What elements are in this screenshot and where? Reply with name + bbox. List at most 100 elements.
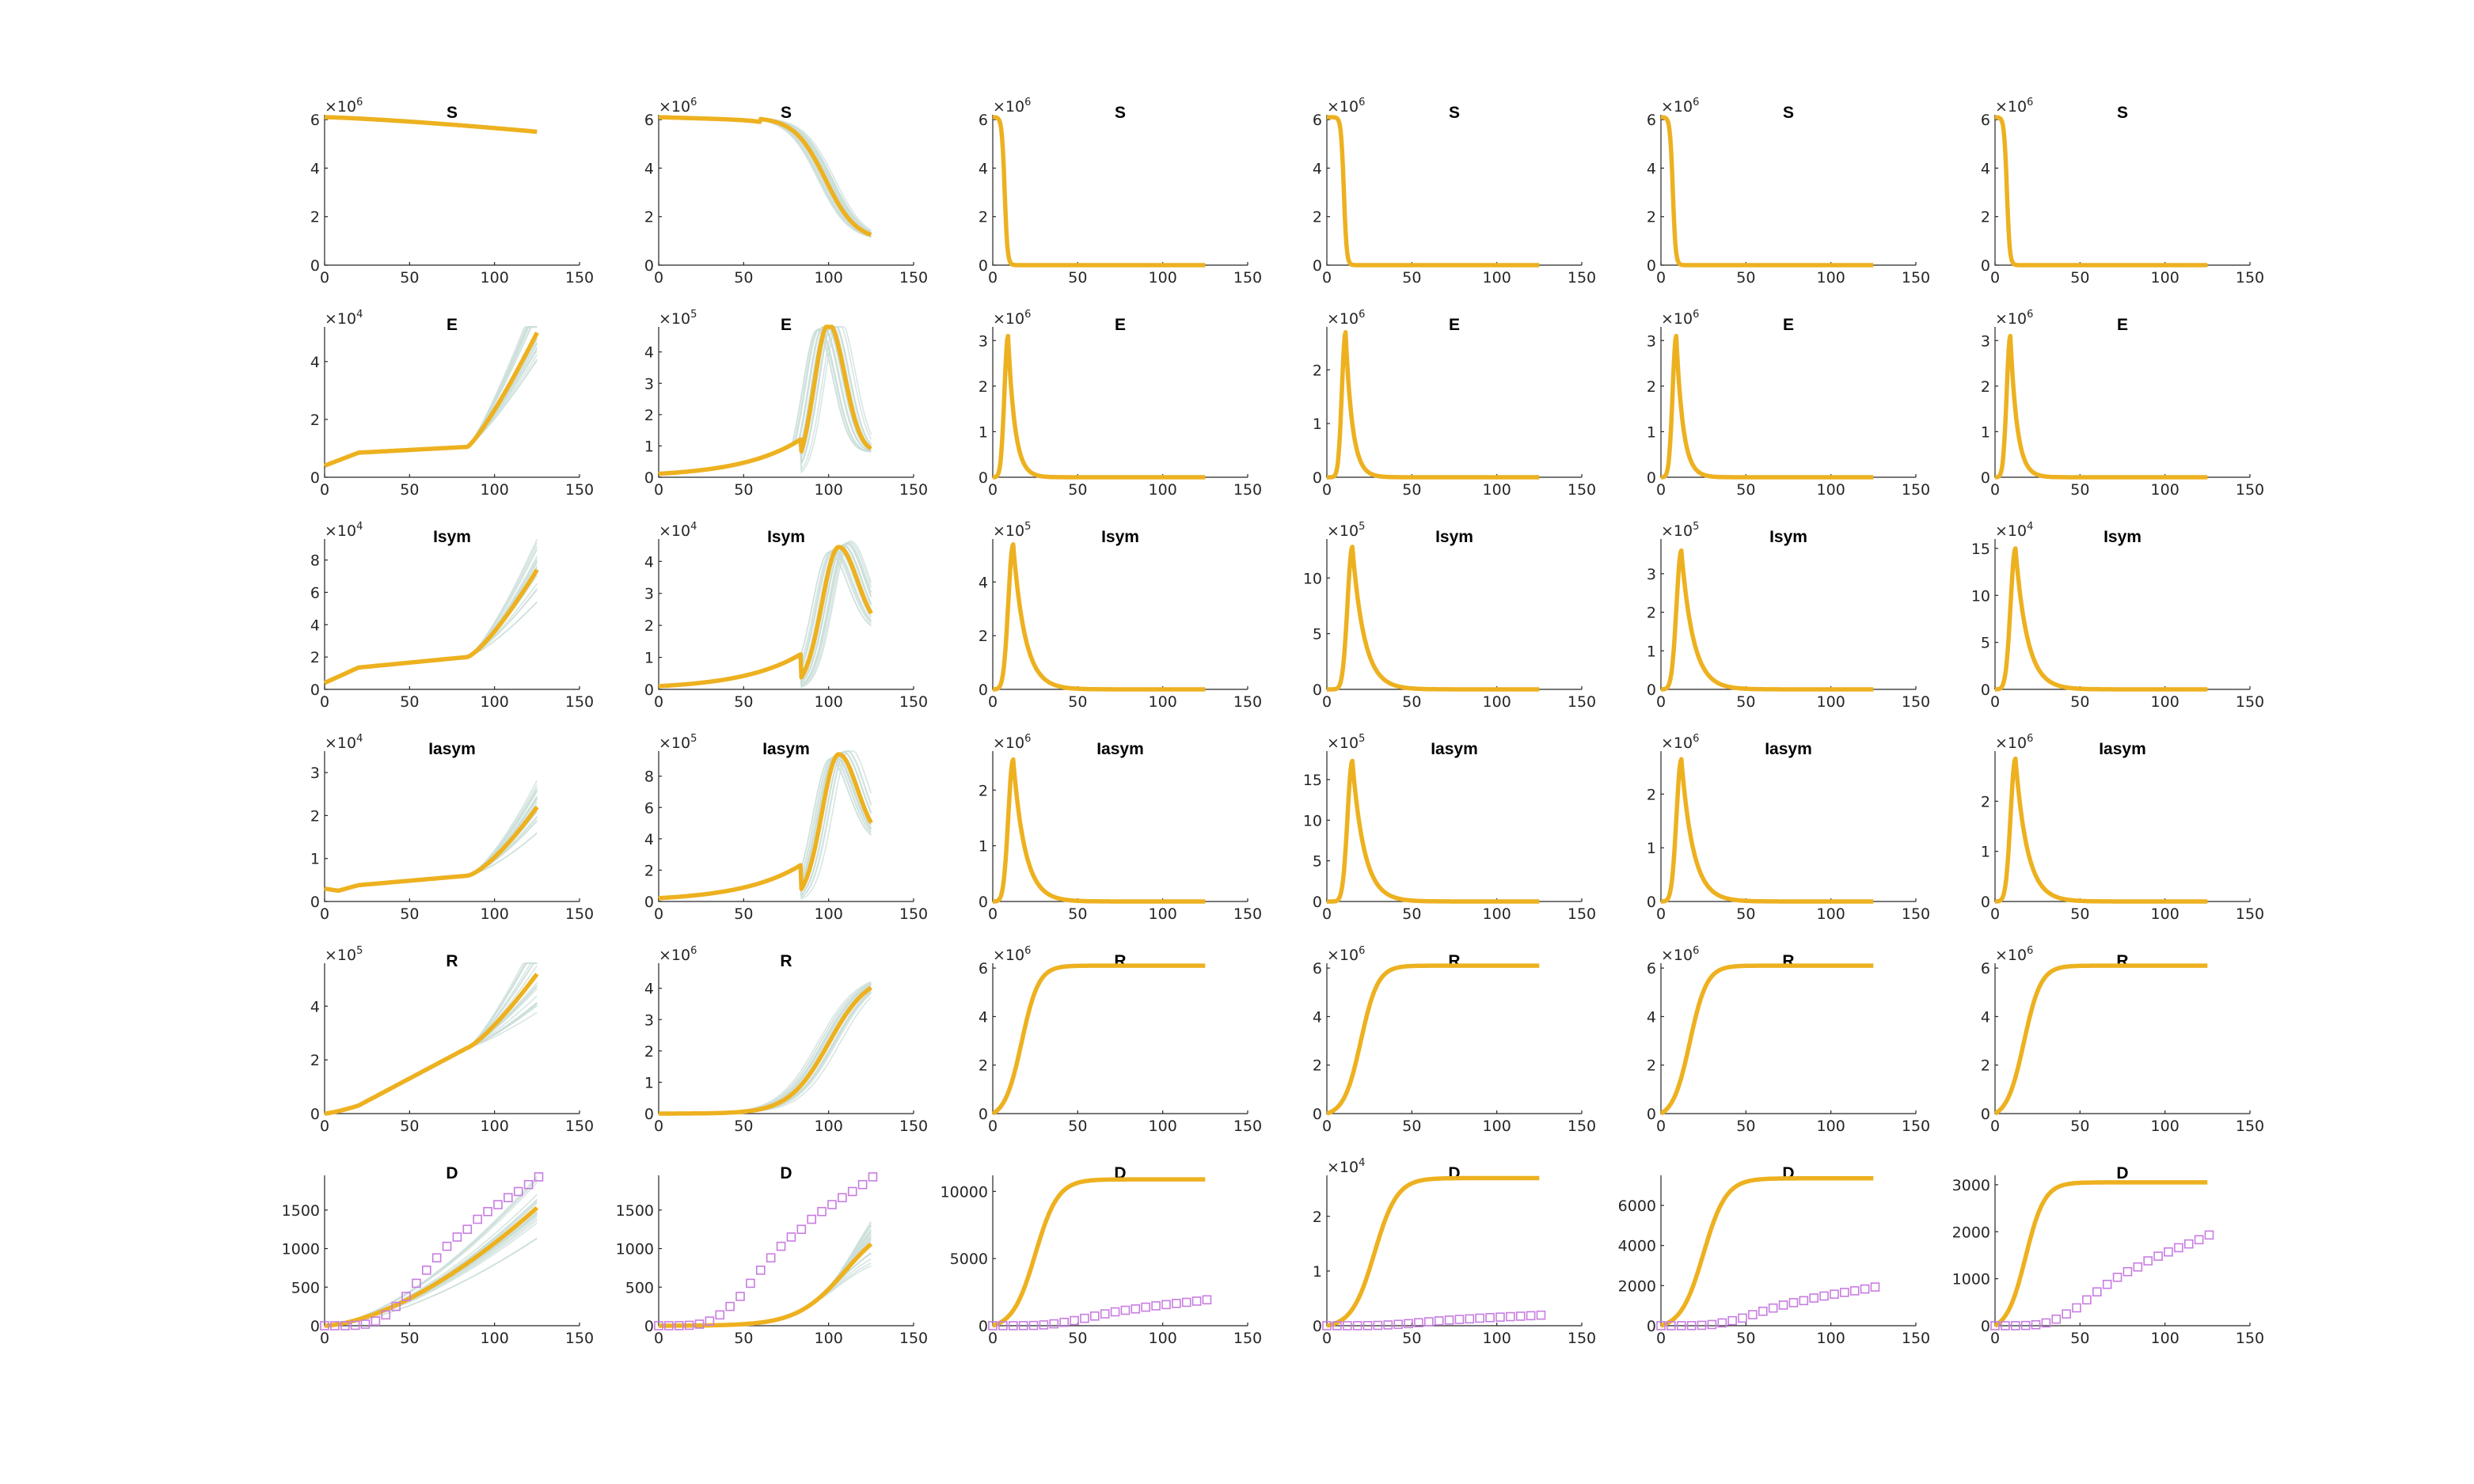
- y-tick-label: 0: [310, 681, 320, 699]
- observed-marker: [1788, 1298, 1799, 1308]
- ensemble-line: [659, 983, 872, 1114]
- x-tick-label: 150: [899, 1330, 928, 1347]
- main-curve: [1659, 1176, 1875, 1328]
- observed-marker: [988, 1321, 998, 1330]
- x-tick-label: 0: [1990, 481, 2000, 499]
- x-tick-label: 0: [988, 269, 998, 287]
- x-tick-label: 50: [1068, 481, 1087, 499]
- observed-marker: [1748, 1310, 1758, 1319]
- y-tick-label: 6: [1313, 960, 1322, 977]
- ensemble-line: [659, 991, 872, 1114]
- observed-marker: [2010, 1321, 2020, 1330]
- panel-S-4: 0 50 100 150 0 2 4 6 ×106 S: [1313, 97, 1596, 287]
- y-tick-label: 6: [644, 799, 654, 817]
- ensemble-line: [324, 1199, 538, 1326]
- panel-title: D: [446, 1164, 458, 1182]
- observed-marker: [1342, 1321, 1352, 1330]
- ensemble-line: [324, 560, 538, 684]
- panel-title: Iasym: [428, 740, 476, 758]
- y-tick-label: 4: [644, 831, 654, 848]
- ensemble-line: [324, 988, 538, 1114]
- y-tick-label: 500: [291, 1279, 320, 1296]
- y-exponent-label: ×104: [325, 521, 363, 540]
- y-tick-label: 4: [644, 981, 654, 998]
- main-curve: [323, 332, 539, 468]
- observed-marker: [705, 1316, 715, 1326]
- ensemble-line: [658, 758, 872, 899]
- panel-title: S: [781, 104, 792, 122]
- observed-marker: [1515, 1311, 1526, 1321]
- y-tick-label: 2: [644, 1043, 654, 1061]
- y-exponent-label: ×106: [659, 945, 697, 964]
- y-tick-label: 2: [1981, 378, 1990, 396]
- observed-marker: [1080, 1313, 1089, 1323]
- ensemble-line: [658, 750, 872, 901]
- observed-marker: [473, 1214, 483, 1224]
- x-tick-label: 50: [734, 481, 753, 499]
- panel-title: S: [1783, 104, 1794, 122]
- main-curve: [1325, 115, 1541, 268]
- x-tick-label: 0: [1656, 481, 1666, 499]
- x-tick-label: 100: [1149, 481, 1177, 499]
- y-tick-label: 0: [644, 1106, 654, 1123]
- ensemble-line: [324, 1201, 538, 1326]
- x-tick-label: 150: [565, 905, 594, 923]
- x-tick-label: 150: [1233, 269, 1262, 287]
- y-tick-label: 2: [1647, 1057, 1656, 1075]
- main-curve: [1659, 115, 1875, 268]
- axes: [992, 963, 1248, 1114]
- panel-E-5: 0 50 100 150 0 1 2 3 ×106 E: [1647, 309, 1930, 499]
- y-tick-label: 4: [1313, 160, 1322, 177]
- observed-marker: [1727, 1315, 1737, 1326]
- y-tick-label: 10: [1303, 812, 1322, 829]
- y-tick-label: 10: [1303, 570, 1322, 587]
- observed-marker: [1414, 1318, 1423, 1327]
- y-exponent-label: ×105: [1327, 733, 1365, 752]
- y-tick-label: 2: [310, 807, 320, 825]
- observed-marker: [1172, 1299, 1181, 1308]
- main-curve: [323, 973, 539, 1116]
- y-tick-label: 1: [644, 438, 654, 455]
- x-tick-label: 50: [1736, 481, 1755, 499]
- observed-marker: [1181, 1297, 1191, 1308]
- ensemble-line: [324, 567, 538, 684]
- x-tick-label: 150: [1568, 1118, 1596, 1135]
- y-tick-label: 1000: [616, 1241, 654, 1258]
- main-curve: [1325, 330, 1541, 480]
- x-tick-label: 100: [1483, 693, 1511, 711]
- observed-marker: [421, 1266, 431, 1275]
- ensemble-line: [659, 116, 872, 237]
- axes: [992, 751, 1248, 902]
- ensemble-line: [659, 987, 872, 1114]
- y-tick-label: 4: [310, 617, 320, 634]
- x-tick-label: 0: [1322, 481, 1332, 499]
- x-tick-label: 150: [899, 481, 928, 499]
- axes: [1326, 539, 1582, 690]
- axes: [1994, 539, 2250, 690]
- x-tick-label: 100: [2151, 269, 2179, 287]
- observed-marker: [1018, 1321, 1028, 1330]
- y-tick-label: 0: [310, 1318, 320, 1335]
- observed-marker: [1120, 1305, 1131, 1315]
- x-tick-label: 100: [1483, 481, 1511, 499]
- y-exponent-label: ×105: [659, 733, 697, 752]
- main-curve: [1993, 115, 2210, 268]
- x-tick-label: 0: [1656, 1118, 1666, 1135]
- x-tick-label: 0: [988, 693, 998, 711]
- axes: [658, 539, 914, 690]
- panel-E-4: 0 50 100 150 0 1 2 ×106 E: [1313, 309, 1596, 499]
- observed-marker: [766, 1253, 776, 1263]
- ensemble-line: [659, 987, 872, 1114]
- main-curve: [991, 757, 1207, 904]
- y-tick-label: 2: [644, 209, 654, 226]
- ensemble-line: [658, 750, 872, 899]
- panel-title: Iasym: [762, 740, 810, 758]
- y-tick-label: 6: [310, 112, 320, 129]
- main-curve: [657, 1242, 873, 1328]
- x-tick-label: 0: [320, 269, 329, 287]
- x-tick-label: 150: [1568, 481, 1596, 499]
- y-tick-label: 6: [1647, 112, 1656, 129]
- observed-marker: [1830, 1289, 1839, 1300]
